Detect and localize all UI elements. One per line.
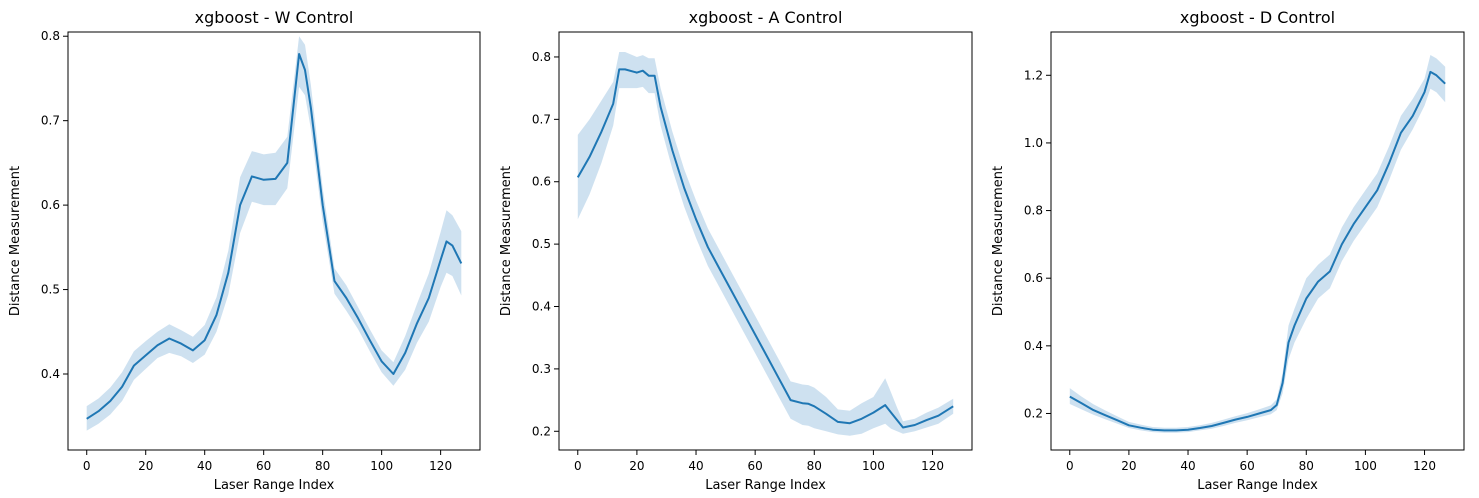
y-tick-label: 0.8	[1024, 204, 1043, 218]
x-tick-label: 80	[807, 459, 822, 473]
y-tick-label: 0.2	[1024, 406, 1043, 420]
y-axis-label: Distance Measurement	[499, 166, 514, 316]
x-axis-label: Laser Range Index	[214, 478, 335, 493]
y-axis-label: Distance Measurement	[8, 166, 23, 316]
x-tick-label: 60	[748, 459, 763, 473]
x-axis-label: Laser Range Index	[705, 478, 826, 493]
x-tick-label: 20	[629, 459, 644, 473]
series-line-layer	[1069, 70, 1446, 432]
x-tick-label: 60	[256, 459, 271, 473]
confidence-band	[1069, 55, 1446, 433]
y-tick-label: 0.2	[532, 424, 551, 438]
y-tick-label: 1.0	[1024, 136, 1043, 150]
x-tick-label: 0	[574, 459, 582, 473]
confidence-band	[86, 36, 462, 431]
x-tick-label: 120	[921, 459, 944, 473]
x-tick-label: 20	[1121, 459, 1136, 473]
y-tick-label: 0.5	[532, 237, 551, 251]
y-tick-label: 0.4	[532, 300, 551, 314]
axis-ticks: 0 20 40 60 80 100 120 0.4 0.5 0.6 0.7 0.8	[41, 29, 452, 473]
plot-frame	[558, 31, 973, 451]
y-tick-label: 0.4	[1024, 339, 1043, 353]
y-tick-label: 0.8	[41, 29, 60, 43]
x-tick-label: 40	[197, 459, 212, 473]
y-tick-label: 0.4	[41, 367, 60, 381]
y-tick-label: 0.7	[41, 114, 60, 128]
y-tick-label: 0.6	[1024, 271, 1043, 285]
y-axis-label: Distance Measurement	[991, 166, 1006, 316]
x-tick-label: 40	[1180, 459, 1195, 473]
subplot-a-control: xgboost - A Control Laser Range Index Di…	[499, 8, 973, 493]
x-tick-label: 120	[429, 459, 452, 473]
x-tick-label: 100	[370, 459, 393, 473]
axis-ticks: 0 20 40 60 80 100 120 0.2 0.3 0.4 0.5 0.6 0.7 0.8	[532, 50, 944, 473]
x-tick-label: 20	[138, 459, 153, 473]
confidence-band-layer	[1069, 55, 1446, 433]
confidence-band-layer	[577, 52, 954, 436]
y-tick-label: 0.8	[532, 50, 551, 64]
y-tick-label: 0.6	[532, 175, 551, 189]
subplot-w-control: xgboost - W Control Laser Range Index Di…	[8, 8, 481, 493]
x-axis-label: Laser Range Index	[1197, 478, 1318, 493]
x-tick-label: 80	[1299, 459, 1314, 473]
series-line-layer	[86, 53, 463, 420]
y-tick-label: 0.6	[41, 198, 60, 212]
confidence-band	[577, 52, 954, 436]
chart-title: xgboost - D Control	[1180, 8, 1335, 27]
series-line	[1069, 70, 1446, 432]
series-line	[86, 53, 463, 420]
subplot-d-control: xgboost - D Control Laser Range Index Di…	[991, 8, 1465, 493]
x-tick-label: 0	[1066, 459, 1074, 473]
y-tick-label: 0.3	[532, 362, 551, 376]
chart-title: xgboost - A Control	[689, 8, 843, 27]
x-tick-label: 80	[315, 459, 330, 473]
series-line-layer	[576, 68, 954, 429]
x-tick-label: 120	[1413, 459, 1436, 473]
series-line	[576, 68, 954, 429]
plot-frame	[1050, 31, 1465, 451]
y-tick-label: 0.5	[41, 283, 60, 297]
x-tick-label: 0	[83, 459, 91, 473]
confidence-band-layer	[86, 36, 462, 431]
axis-ticks: 0 20 40 60 80 100 120 0.2 0.4 0.6 0.8 1.0 1.2	[1024, 68, 1436, 473]
chart-title: xgboost - W Control	[195, 8, 354, 27]
x-tick-label: 100	[862, 459, 885, 473]
x-tick-label: 40	[688, 459, 703, 473]
y-tick-label: 1.2	[1024, 68, 1043, 82]
x-tick-label: 100	[1354, 459, 1377, 473]
plot-frame	[67, 31, 481, 451]
y-tick-label: 0.7	[532, 112, 551, 126]
x-tick-label: 60	[1240, 459, 1255, 473]
